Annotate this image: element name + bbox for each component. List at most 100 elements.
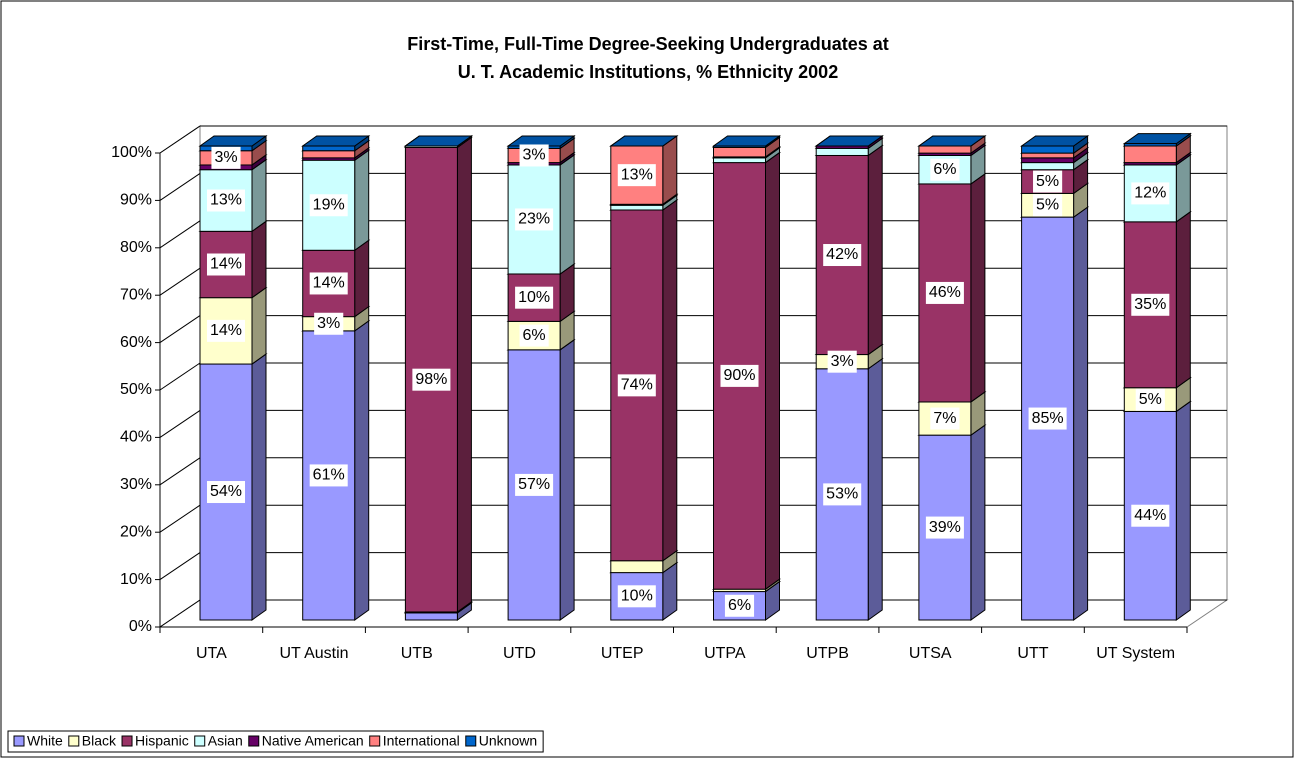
data-label-bg — [617, 164, 656, 187]
grid-line — [159, 172, 201, 201]
data-label: 39% — [929, 519, 961, 536]
data-label: 42% — [826, 246, 858, 263]
data-label-bg — [309, 464, 348, 487]
y-tick-label: 70% — [120, 286, 152, 303]
bar — [302, 150, 356, 159]
legend-label: Native American — [262, 733, 364, 749]
bar — [1123, 143, 1177, 147]
data-label-bg — [519, 144, 549, 167]
bar — [1021, 152, 1075, 159]
x-tick-label: UTEP — [601, 645, 644, 662]
data-label: 10% — [518, 289, 550, 306]
legend-swatch — [465, 735, 477, 747]
data-label: 74% — [621, 377, 653, 394]
data-label-bg — [617, 585, 656, 608]
data-label: 46% — [929, 284, 961, 301]
data-label: 3% — [317, 315, 340, 332]
data-label: 57% — [518, 476, 550, 493]
y-tick-label: 90% — [120, 192, 152, 209]
data-label: 7% — [933, 410, 956, 427]
data-label-bg — [1028, 407, 1067, 430]
bar-top — [814, 135, 884, 147]
data-label-bg — [720, 364, 759, 387]
chart-title: First-Time, Full-Time Degree-Seeking Und… — [407, 34, 888, 54]
data-label: 3% — [214, 149, 237, 166]
data-label: 35% — [1134, 296, 1166, 313]
grid-line — [159, 220, 201, 249]
data-label-bg — [1131, 504, 1170, 527]
x-tick-label: UTD — [503, 645, 536, 662]
data-label: 98% — [415, 371, 447, 388]
data-label-bg — [206, 189, 246, 212]
y-tick-label: 50% — [120, 381, 152, 398]
data-label: 61% — [313, 467, 345, 484]
legend-label: Hispanic — [135, 733, 189, 749]
data-label-bg — [1135, 388, 1165, 411]
grid-line — [159, 552, 201, 581]
bar — [918, 401, 972, 436]
data-label-bg — [930, 158, 960, 181]
bar-side — [1175, 210, 1191, 389]
data-label-bg — [827, 350, 857, 373]
data-label: 5% — [1139, 391, 1162, 408]
bar-side — [354, 149, 370, 252]
bar-side — [662, 199, 678, 562]
bar — [713, 145, 766, 148]
data-label: 19% — [313, 196, 345, 213]
data-label-bg — [206, 319, 246, 342]
grid-line — [159, 125, 201, 154]
data-label: 85% — [1032, 410, 1064, 427]
legend — [7, 730, 544, 753]
bar-side — [354, 239, 370, 318]
bar-segment — [301, 135, 371, 152]
bar-side — [1175, 153, 1191, 223]
bar-side — [970, 424, 986, 621]
data-label-bg — [1033, 170, 1063, 193]
bar-top — [917, 135, 987, 147]
legend-swatch — [13, 735, 25, 747]
data-label: 14% — [210, 256, 242, 273]
data-label-bg — [930, 407, 960, 430]
data-label: 23% — [518, 211, 550, 228]
data-label: 13% — [210, 192, 242, 209]
y-tick-label: 10% — [120, 571, 152, 588]
data-label-bg — [823, 483, 862, 506]
data-label-bg — [412, 368, 451, 391]
bar — [302, 145, 356, 152]
data-label-bg — [1131, 182, 1170, 205]
grid-line — [159, 409, 201, 438]
bar-segment — [403, 135, 473, 147]
x-tick-label: UT System — [1096, 645, 1175, 662]
data-label: 3% — [831, 353, 854, 370]
data-label-bg — [925, 281, 964, 304]
bar-side — [456, 136, 472, 613]
data-label: 6% — [523, 327, 546, 344]
x-tick-label: UTB — [401, 645, 433, 662]
bar-top — [403, 135, 473, 147]
bar — [1021, 145, 1075, 154]
y-tick-label: 60% — [120, 334, 152, 351]
data-label: 14% — [313, 275, 345, 292]
bar-segment — [609, 135, 679, 147]
bar — [1021, 162, 1075, 171]
grid-line — [159, 504, 201, 533]
data-label-bg — [617, 374, 656, 397]
bar-side — [559, 338, 575, 621]
data-label-bg — [206, 481, 246, 504]
bar — [815, 147, 869, 156]
bar-side — [867, 357, 883, 621]
x-tick-label: UTPA — [704, 645, 746, 662]
legend-label: Asian — [208, 733, 243, 749]
data-label: 44% — [1134, 507, 1166, 524]
data-label: 13% — [621, 166, 653, 183]
x-tick-label: UT Austin — [280, 645, 349, 662]
bar-side — [251, 158, 267, 233]
data-label: 5% — [1036, 196, 1059, 213]
legend-label: Black — [82, 733, 117, 749]
data-label: 6% — [933, 161, 956, 178]
x-tick-label: UTSA — [909, 645, 952, 662]
grid-line — [159, 267, 201, 296]
bar-segment — [711, 135, 782, 149]
data-label-bg — [211, 146, 241, 169]
